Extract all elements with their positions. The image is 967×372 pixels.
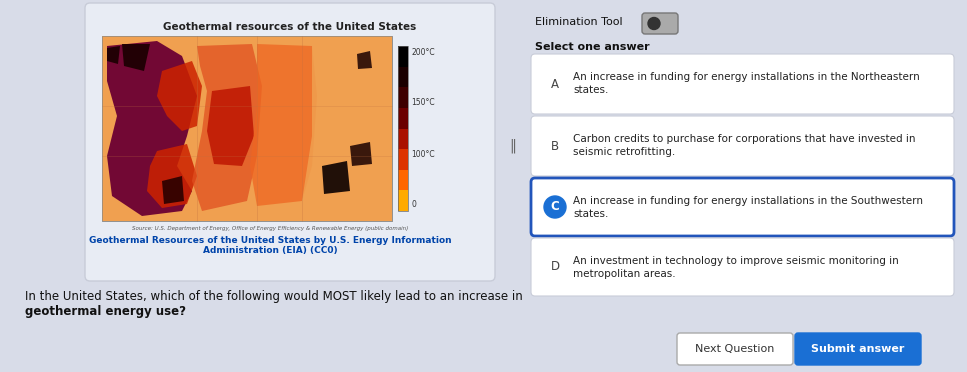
Text: B: B xyxy=(551,140,559,153)
Polygon shape xyxy=(357,51,372,69)
Text: 0: 0 xyxy=(411,200,416,209)
FancyBboxPatch shape xyxy=(531,54,954,114)
FancyBboxPatch shape xyxy=(677,333,793,365)
Polygon shape xyxy=(147,144,197,208)
Text: states.: states. xyxy=(573,209,608,219)
Text: Submit answer: Submit answer xyxy=(811,344,905,354)
Text: In the United States, which of the following would MOST likely lead to an increa: In the United States, which of the follo… xyxy=(25,290,523,303)
Text: Carbon credits to purchase for corporations that have invested in: Carbon credits to purchase for corporati… xyxy=(573,134,916,144)
Text: seismic retrofitting.: seismic retrofitting. xyxy=(573,147,675,157)
Bar xyxy=(398,128,408,149)
Bar xyxy=(398,87,408,108)
Bar xyxy=(398,170,408,190)
Text: Source: U.S. Department of Energy, Office of Energy Efficiency & Renewable Energ: Source: U.S. Department of Energy, Offic… xyxy=(132,226,408,231)
FancyBboxPatch shape xyxy=(795,333,921,365)
Circle shape xyxy=(544,196,566,218)
Bar xyxy=(398,46,408,67)
Text: C: C xyxy=(550,201,559,214)
Polygon shape xyxy=(192,44,262,211)
Bar xyxy=(102,36,392,221)
Polygon shape xyxy=(162,176,184,204)
Text: Geothermal resources of the United States: Geothermal resources of the United State… xyxy=(163,22,417,32)
Text: Next Question: Next Question xyxy=(695,344,775,354)
Text: metropolitan areas.: metropolitan areas. xyxy=(573,269,676,279)
Bar xyxy=(398,108,408,128)
FancyBboxPatch shape xyxy=(85,3,495,281)
FancyBboxPatch shape xyxy=(102,36,392,221)
Bar xyxy=(398,46,408,211)
Text: 150°C: 150°C xyxy=(411,97,434,107)
Text: An increase in funding for energy installations in the Northeastern: An increase in funding for energy instal… xyxy=(573,72,920,82)
Polygon shape xyxy=(250,44,317,206)
Polygon shape xyxy=(107,41,197,216)
Bar xyxy=(398,190,408,211)
Polygon shape xyxy=(122,44,150,71)
FancyBboxPatch shape xyxy=(531,178,954,236)
FancyBboxPatch shape xyxy=(642,13,678,34)
Text: An increase in funding for energy installations in the Southwestern: An increase in funding for energy instal… xyxy=(573,196,923,206)
Polygon shape xyxy=(157,61,202,131)
Text: 200°C: 200°C xyxy=(411,48,434,57)
FancyBboxPatch shape xyxy=(531,238,954,296)
Circle shape xyxy=(648,17,660,29)
Text: 100°C: 100°C xyxy=(411,150,434,159)
Text: Geothermal Resources of the United States by U.S. Energy Information
Administrat: Geothermal Resources of the United State… xyxy=(89,236,452,256)
Text: states.: states. xyxy=(573,85,608,95)
Text: A: A xyxy=(551,77,559,90)
Bar xyxy=(398,67,408,87)
FancyBboxPatch shape xyxy=(531,116,954,176)
Text: D: D xyxy=(550,260,560,273)
Polygon shape xyxy=(302,46,387,211)
Polygon shape xyxy=(207,86,254,166)
Polygon shape xyxy=(107,46,120,64)
Polygon shape xyxy=(102,36,392,221)
Text: ‖: ‖ xyxy=(510,139,516,153)
Text: Select one answer: Select one answer xyxy=(535,42,650,52)
Polygon shape xyxy=(350,142,372,166)
Text: Elimination Tool: Elimination Tool xyxy=(535,17,623,27)
Bar xyxy=(398,149,408,170)
Text: geothermal energy use?: geothermal energy use? xyxy=(25,305,186,318)
Polygon shape xyxy=(322,161,350,194)
Text: An investment in technology to improve seismic monitoring in: An investment in technology to improve s… xyxy=(573,256,898,266)
